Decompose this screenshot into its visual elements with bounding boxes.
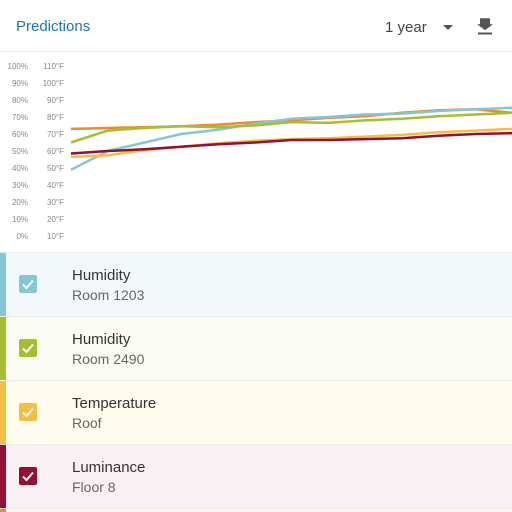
y-axis-temperature-tick-label: 50°F xyxy=(47,164,64,173)
legend-item-humidity-room-2490[interactable]: Humidity Room 2490 xyxy=(0,316,512,380)
y-axis-temperature-tick-label: 100°F xyxy=(43,79,65,88)
y-axis-temperature-tick-label: 110°F xyxy=(43,62,64,71)
download-button[interactable] xyxy=(474,15,496,37)
y-axis-left-tick-label: 60% xyxy=(12,130,28,139)
legend-item-partial[interactable] xyxy=(0,508,512,512)
legend-item-title: Luminance xyxy=(72,459,146,476)
series-checkbox[interactable] xyxy=(19,275,37,293)
y-axis-left-tick-label: 0% xyxy=(16,232,28,241)
y-axis-left-tick-label: 20% xyxy=(12,198,28,207)
legend-item-subtitle: Room 2490 xyxy=(72,351,145,367)
y-axis-temperature-tick-label: 10°F xyxy=(47,232,64,241)
y-axis-temperature-tick-label: 40°F xyxy=(47,181,64,190)
y-axis-temperature-tick-label: 60°F xyxy=(47,147,64,156)
y-axis-left-tick-label: 40% xyxy=(12,164,28,173)
legend-color-stripe xyxy=(0,381,6,444)
y-axis-left-tick-label: 100% xyxy=(8,62,28,71)
y-axis-left-tick-label: 30% xyxy=(12,181,28,190)
header-bar: Predictions 1 year xyxy=(0,0,512,52)
series-checkbox[interactable] xyxy=(19,339,37,357)
page-title: Predictions xyxy=(16,18,91,35)
legend-item-title: Humidity xyxy=(72,267,131,284)
download-icon xyxy=(477,18,493,35)
series-checkbox[interactable] xyxy=(19,403,37,421)
legend-item-subtitle: Room 1203 xyxy=(72,287,145,303)
legend-item-luminance-floor-8[interactable]: Luminance Floor 8 xyxy=(0,444,512,508)
y-axis-left-tick-label: 80% xyxy=(12,96,28,105)
legend-color-stripe xyxy=(0,317,6,380)
caret-down-icon xyxy=(442,24,453,30)
check-icon xyxy=(22,407,34,418)
check-icon xyxy=(22,471,34,482)
y-axis-left-tick-label: 10% xyxy=(12,215,28,224)
series-checkbox[interactable] xyxy=(19,467,37,485)
time-range-dropdown[interactable]: 1 year xyxy=(385,16,453,38)
series-legend: Humidity Room 1203 Humidity Room 2490 Te… xyxy=(0,252,512,512)
chart-svg: 100% 90% 80% 70% 60% 50% 40% 30% 20% 10% 0% 110°F 10… xyxy=(8,62,512,241)
series-line-4 xyxy=(70,131,512,155)
legend-item-humidity-room-1203[interactable]: Humidity Room 1203 xyxy=(0,252,512,316)
legend-item-title: Humidity xyxy=(72,331,131,348)
legend-item-subtitle: Floor 8 xyxy=(72,479,116,495)
legend-color-stripe xyxy=(0,445,6,508)
series-line-2 xyxy=(70,111,512,144)
y-axis-left-tick-label: 50% xyxy=(12,147,28,156)
predictions-chart: 100% 90% 80% 70% 60% 50% 40% 30% 20% 10% 0% 110°F 10… xyxy=(0,53,512,251)
series-line-1 xyxy=(70,106,512,171)
legend-item-subtitle: Roof xyxy=(72,415,102,431)
y-axis-temperature-tick-label: 20°F xyxy=(47,215,64,224)
y-axis-temperature-tick-label: 80°F xyxy=(47,113,64,122)
y-axis-left-tick-label: 90% xyxy=(12,79,28,88)
y-axis-temperature-tick-label: 30°F xyxy=(47,198,64,207)
check-icon xyxy=(22,343,34,354)
y-axis-temperature-tick-label: 70°F xyxy=(47,130,64,139)
check-icon xyxy=(22,279,34,290)
y-axis-temperature-tick-label: 90°F xyxy=(47,96,64,105)
y-axis-left-tick-label: 70% xyxy=(12,113,28,122)
legend-item-temperature-roof[interactable]: Temperature Roof xyxy=(0,380,512,444)
legend-color-stripe xyxy=(0,253,6,316)
legend-item-title: Temperature xyxy=(72,395,157,412)
legend-color-stripe xyxy=(0,509,6,512)
time-range-label: 1 year xyxy=(385,18,427,36)
